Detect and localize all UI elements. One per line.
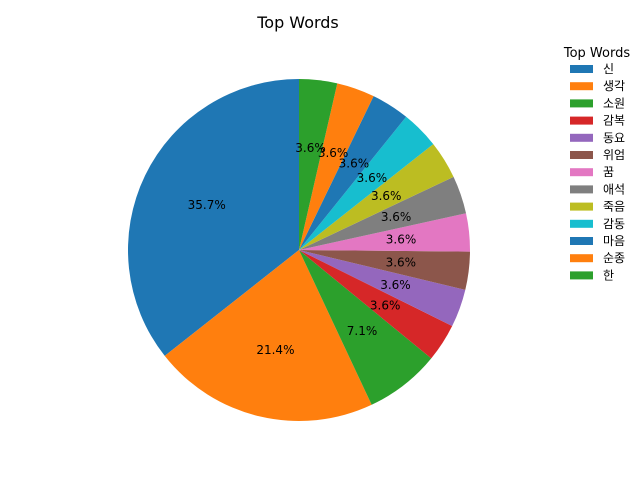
slice-percent-label: 3.6% xyxy=(318,146,349,160)
slice-percent-label: 7.1% xyxy=(347,324,378,338)
slice-percent-label: 3.6% xyxy=(380,278,411,292)
slice-percent-label: 3.6% xyxy=(370,299,401,313)
legend-label: 애석 xyxy=(603,182,625,196)
pie-slice xyxy=(299,144,454,250)
slice-percent-label: 21.4% xyxy=(256,343,294,357)
legend-label: 신 xyxy=(603,62,614,76)
pie-slice xyxy=(299,116,434,251)
legend-swatch xyxy=(570,133,593,142)
slice-percent-label: 3.6% xyxy=(295,141,326,155)
slice-percent-label: 3.6% xyxy=(381,210,412,224)
pie-slice xyxy=(299,79,338,250)
pie-slice xyxy=(299,250,466,327)
legend-label: 동요 xyxy=(603,131,625,145)
legend-swatch xyxy=(570,219,593,228)
pie-slice xyxy=(299,213,470,252)
legend-swatch xyxy=(570,99,593,108)
pie-slice xyxy=(299,176,467,250)
slice-percent-label: 3.6% xyxy=(386,256,417,270)
slice-percent-label: 3.6% xyxy=(386,232,417,246)
legend-label: 위엄 xyxy=(603,148,625,162)
legend-swatch xyxy=(570,185,593,194)
legend-swatch xyxy=(570,202,593,211)
legend-label: 소원 xyxy=(603,96,625,110)
pie-slice xyxy=(299,83,374,250)
legend-label: 꿈 xyxy=(603,165,614,179)
legend-swatch xyxy=(570,237,593,245)
pie-slice xyxy=(299,250,453,359)
legend-label: 죽음 xyxy=(603,200,625,214)
legend-swatch xyxy=(570,254,593,263)
legend-swatch xyxy=(570,116,593,125)
legend-label: 감동 xyxy=(603,217,625,231)
pie-slices xyxy=(128,79,470,421)
legend-label: 마음 xyxy=(603,234,625,248)
pie-slice xyxy=(299,96,407,250)
pie-slice xyxy=(164,250,372,421)
pie-slice xyxy=(128,79,299,356)
legend-label: 감복 xyxy=(603,114,625,128)
legend-swatch xyxy=(570,151,593,159)
slice-percent-label: 3.6% xyxy=(339,156,370,170)
slice-percent-label: 3.6% xyxy=(357,171,388,185)
legend-swatch xyxy=(570,82,593,91)
pie-slice xyxy=(299,250,432,405)
legend-swatch xyxy=(570,168,593,177)
legend-swatch xyxy=(570,271,593,280)
legend-label: 순종 xyxy=(603,251,625,265)
slice-percent-label: 3.6% xyxy=(371,189,402,203)
legend-title: Top Words xyxy=(563,46,630,61)
legend-swatch xyxy=(570,65,593,73)
percent-labels: 35.7%21.4%7.1%3.6%3.6%3.6%3.6%3.6%3.6%3.… xyxy=(188,141,417,357)
slice-percent-label: 35.7% xyxy=(188,198,226,212)
chart-title: Top Words xyxy=(256,13,339,32)
legend-label: 생각 xyxy=(603,79,625,93)
legend-label: 한 xyxy=(603,268,614,282)
pie-slice xyxy=(299,250,470,290)
